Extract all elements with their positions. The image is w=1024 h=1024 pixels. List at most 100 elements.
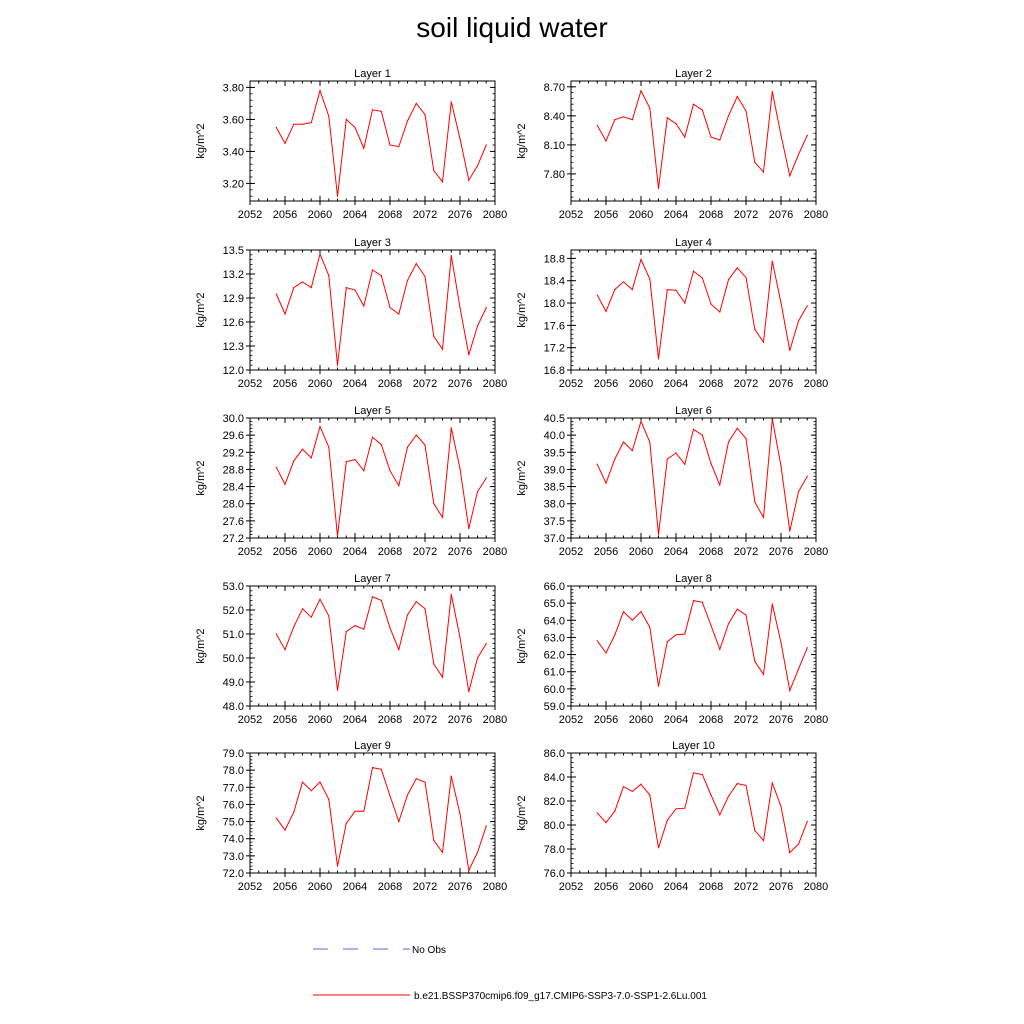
x-tick-label: 2068 — [378, 546, 402, 558]
data-point — [354, 625, 356, 627]
legend-label-no-obs: No Obs — [412, 945, 446, 956]
y-tick-label: 39.5 — [544, 447, 565, 459]
data-point — [415, 434, 417, 436]
panel-3: Layer 3 kg/m^2 2052 2056 2060 2064 2068 2072 207… — [195, 237, 507, 390]
x-tick-label: 2076 — [448, 378, 472, 390]
y-tick-label: 65.0 — [544, 598, 565, 610]
y-tick-label: 61.0 — [544, 667, 565, 679]
y-tick-label: 82.0 — [544, 796, 565, 808]
x-tick-label: 2060 — [308, 378, 332, 390]
data-point — [806, 820, 808, 823]
data-point — [692, 599, 695, 602]
y-tick-label: 37.0 — [544, 533, 565, 545]
x-tick-label: 2060 — [308, 881, 332, 893]
data-point — [319, 598, 321, 600]
data-point — [328, 115, 330, 117]
data-point — [797, 668, 800, 670]
series-line-1 — [596, 258, 808, 359]
data-point — [398, 313, 400, 315]
data-point — [363, 470, 365, 472]
x-tick-label: 2052 — [238, 378, 262, 390]
data-point — [675, 122, 677, 125]
panel-4: Layer 4 kg/m^2 2052 2056 2060 2064 2068 2072 207… — [516, 237, 828, 390]
data-point — [433, 839, 435, 842]
data-point — [631, 289, 633, 291]
series-line-1 — [596, 772, 808, 854]
x-tick-label: 2064 — [343, 378, 367, 390]
data-point — [293, 460, 295, 462]
data-point — [345, 631, 347, 633]
data-point — [476, 491, 479, 493]
data-point — [468, 354, 470, 356]
x-tick-label: 2060 — [629, 714, 653, 726]
data-point — [649, 794, 651, 796]
panel-10: Layer 10 kg/m^2 2052 2056 2060 2064 2068 2072 20… — [516, 740, 828, 893]
data-point — [293, 811, 295, 813]
x-tick-label: 2068 — [699, 881, 723, 893]
panel-title: Layer 4 — [675, 237, 712, 249]
data-point — [754, 660, 756, 663]
data-point — [363, 147, 365, 149]
data-point — [640, 783, 642, 785]
data-point — [745, 437, 747, 440]
data-point — [389, 795, 391, 797]
y-tick-label: 3.20 — [223, 178, 244, 190]
y-tick-label: 72.0 — [223, 868, 244, 880]
data-point — [450, 101, 452, 103]
data-point — [684, 463, 686, 465]
x-tick-label: 2052 — [238, 546, 262, 558]
data-point — [319, 425, 321, 428]
y-axis-label: kg/m^2 — [516, 795, 528, 830]
data-point — [614, 289, 616, 291]
x-tick-label: 2072 — [413, 378, 437, 390]
x-tick-label: 2052 — [559, 378, 583, 390]
x-tick-label: 2072 — [734, 714, 758, 726]
x-tick-label: 2068 — [378, 714, 402, 726]
y-tick-label: 3.40 — [223, 146, 244, 158]
panel-5: Layer 5 kg/m^2 2052 2056 2060 2064 2068 2072 207… — [195, 405, 507, 558]
data-point — [328, 615, 330, 617]
y-tick-label: 76.0 — [544, 868, 565, 880]
data-point — [424, 444, 426, 446]
data-point — [622, 611, 625, 613]
x-tick-label: 2060 — [308, 209, 332, 221]
data-point — [284, 829, 286, 831]
y-tick-label: 77.0 — [223, 782, 244, 794]
panel-title: Layer 1 — [354, 68, 391, 80]
data-point — [485, 643, 487, 645]
data-point — [614, 458, 616, 460]
data-point — [754, 501, 756, 503]
x-tick-label: 2064 — [664, 209, 688, 221]
x-tick-label: 2060 — [308, 714, 332, 726]
data-point — [631, 449, 633, 452]
data-point — [301, 781, 304, 783]
data-point — [640, 258, 642, 261]
data-point — [631, 119, 633, 121]
data-point — [336, 535, 339, 537]
data-point — [736, 95, 738, 98]
data-point — [710, 463, 712, 465]
data-point — [719, 648, 721, 651]
y-tick-label: 27.2 — [223, 533, 244, 545]
data-point — [450, 593, 452, 596]
data-point — [780, 134, 782, 136]
y-tick-label: 84.0 — [544, 772, 565, 784]
data-point — [468, 869, 470, 872]
y-tick-label: 78.0 — [544, 844, 565, 856]
y-tick-label: 3.60 — [223, 114, 244, 126]
data-point — [692, 772, 695, 774]
data-point — [727, 278, 730, 281]
data-point — [675, 452, 677, 454]
data-point — [789, 175, 791, 177]
data-point — [675, 634, 677, 636]
data-point — [275, 126, 277, 128]
x-tick-label: 2064 — [343, 714, 367, 726]
data-point — [301, 123, 304, 125]
data-point — [754, 161, 756, 163]
data-point — [424, 114, 426, 116]
panel-title: Layer 6 — [675, 405, 712, 417]
y-axis-label: kg/m^2 — [195, 123, 207, 158]
data-point — [762, 840, 765, 842]
x-tick-label: 2064 — [664, 714, 688, 726]
y-tick-label: 8.40 — [544, 111, 565, 123]
